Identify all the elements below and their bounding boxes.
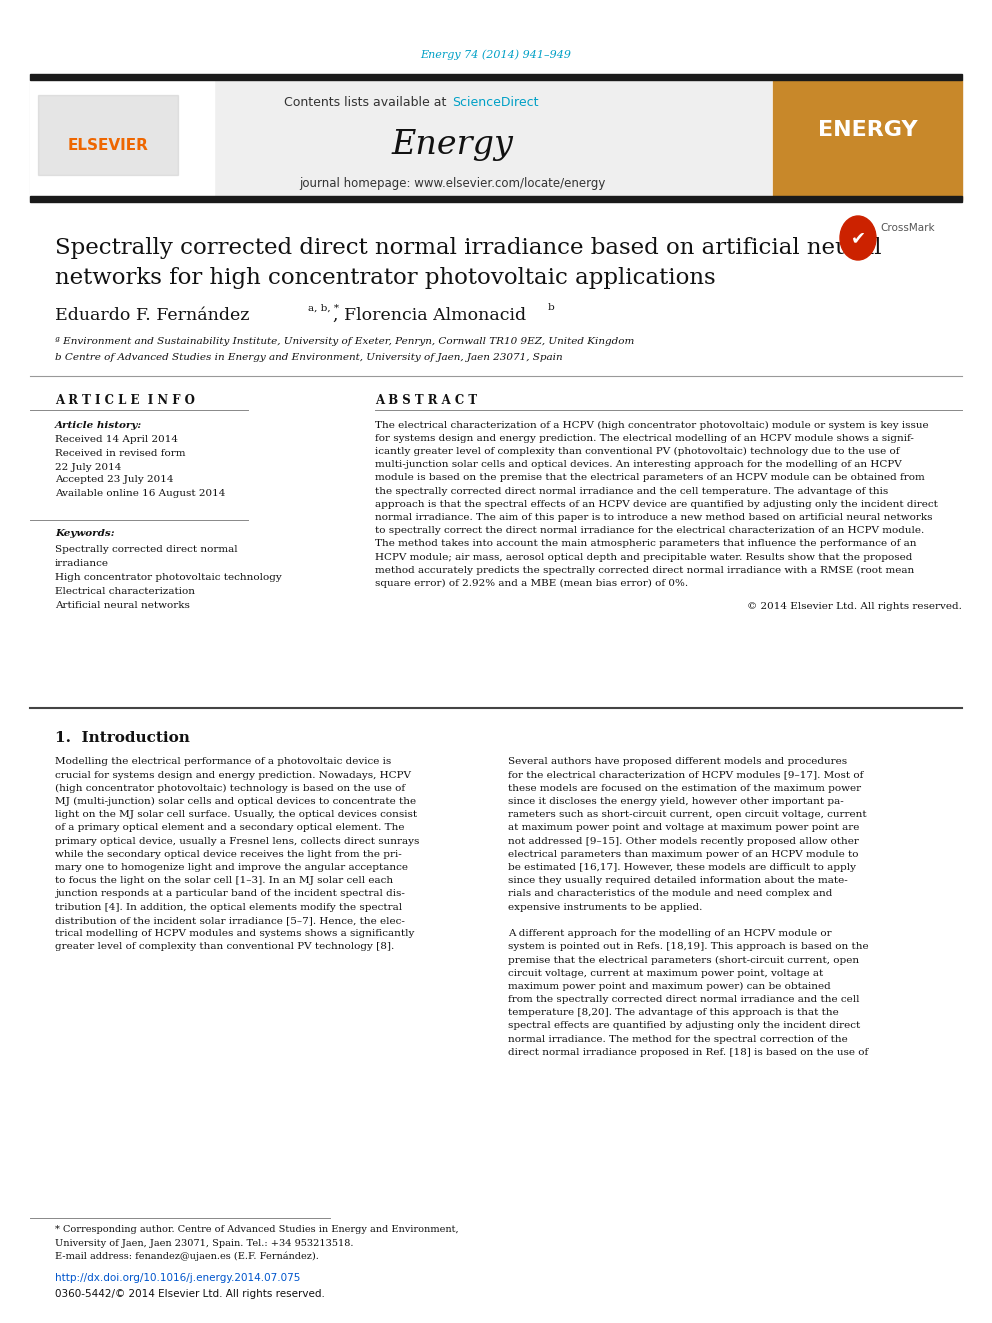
Text: normal irradiance. The aim of this paper is to introduce a new method based on a: normal irradiance. The aim of this paper… [375, 513, 932, 521]
Text: the spectrally corrected direct normal irradiance and the cell temperature. The : the spectrally corrected direct normal i… [375, 487, 888, 496]
Text: tribution [4]. In addition, the optical elements modify the spectral: tribution [4]. In addition, the optical … [55, 902, 402, 912]
Text: trical modelling of HCPV modules and systems shows a significantly: trical modelling of HCPV modules and sys… [55, 929, 415, 938]
Text: circuit voltage, current at maximum power point, voltage at: circuit voltage, current at maximum powe… [508, 968, 823, 978]
Text: electrical parameters than maximum power of an HCPV module to: electrical parameters than maximum power… [508, 849, 858, 859]
Ellipse shape [840, 216, 876, 261]
Text: from the spectrally corrected direct normal irradiance and the cell: from the spectrally corrected direct nor… [508, 995, 859, 1004]
Text: mary one to homogenize light and improve the angular acceptance: mary one to homogenize light and improve… [55, 863, 408, 872]
Text: CrossMark: CrossMark [880, 224, 934, 233]
Text: ✔: ✔ [850, 229, 866, 247]
Text: journal homepage: www.elsevier.com/locate/energy: journal homepage: www.elsevier.com/locat… [299, 176, 605, 189]
Text: approach is that the spectral effects of an HCPV device are quantified by adjust: approach is that the spectral effects of… [375, 500, 937, 509]
Text: expensive instruments to be applied.: expensive instruments to be applied. [508, 902, 702, 912]
Bar [38, 95, 178, 175]
Text: Artificial neural networks: Artificial neural networks [55, 601, 189, 610]
Text: direct normal irradiance proposed in Ref. [18] is based on the use of: direct normal irradiance proposed in Ref… [508, 1048, 868, 1057]
Text: A B S T R A C T: A B S T R A C T [375, 393, 477, 406]
Text: spectral effects are quantified by adjusting only the incident direct: spectral effects are quantified by adjus… [508, 1021, 860, 1031]
Text: MJ (multi-junction) solar cells and optical devices to concentrate the: MJ (multi-junction) solar cells and opti… [55, 796, 416, 806]
Text: distribution of the incident solar irradiance [5–7]. Hence, the elec-: distribution of the incident solar irrad… [55, 916, 405, 925]
Text: irradiance: irradiance [55, 558, 109, 568]
Text: © 2014 Elsevier Ltd. All rights reserved.: © 2014 Elsevier Ltd. All rights reserved… [747, 602, 962, 611]
Text: of a primary optical element and a secondary optical element. The: of a primary optical element and a secon… [55, 823, 405, 832]
Text: greater level of complexity than conventional PV technology [8].: greater level of complexity than convent… [55, 942, 394, 951]
Text: crucial for systems design and energy prediction. Nowadays, HCPV: crucial for systems design and energy pr… [55, 771, 411, 779]
Text: b Centre of Advanced Studies in Energy and Environment, University of Jaen, Jaen: b Centre of Advanced Studies in Energy a… [55, 353, 562, 363]
Text: The electrical characterization of a HCPV (high concentrator photovoltaic) modul: The electrical characterization of a HCP… [375, 421, 929, 430]
Text: to focus the light on the solar cell [1–3]. In an MJ solar cell each: to focus the light on the solar cell [1–… [55, 876, 393, 885]
Text: not addressed [9–15]. Other models recently proposed allow other: not addressed [9–15]. Other models recen… [508, 836, 859, 845]
Text: junction responds at a particular band of the incident spectral dis-: junction responds at a particular band o… [55, 889, 405, 898]
Text: , Florencia Almonacid: , Florencia Almonacid [333, 307, 526, 324]
Text: Spectrally corrected direct normal irradiance based on artificial neural: Spectrally corrected direct normal irrad… [55, 237, 882, 259]
Text: a, b, *: a, b, * [308, 303, 339, 312]
Text: module is based on the premise that the electrical parameters of an HCPV module : module is based on the premise that the … [375, 474, 925, 483]
Text: rials and characteristics of the module and need complex and: rials and characteristics of the module … [508, 889, 832, 898]
Text: Modelling the electrical performance of a photovoltaic device is: Modelling the electrical performance of … [55, 758, 391, 766]
Text: A R T I C L E  I N F O: A R T I C L E I N F O [55, 393, 194, 406]
Text: Electrical characterization: Electrical characterization [55, 586, 195, 595]
Text: for systems design and energy prediction. The electrical modelling of an HCPV mo: for systems design and energy prediction… [375, 434, 914, 443]
Text: for the electrical characterization of HCPV modules [9–17]. Most of: for the electrical characterization of H… [508, 771, 863, 779]
Text: Received in revised form: Received in revised form [55, 450, 186, 459]
Bar [30, 79, 771, 200]
Text: light on the MJ solar cell surface. Usually, the optical devices consist: light on the MJ solar cell surface. Usua… [55, 810, 417, 819]
Text: Several authors have proposed different models and procedures: Several authors have proposed different … [508, 758, 847, 766]
Text: primary optical device, usually a Fresnel lens, collects direct sunrays: primary optical device, usually a Fresne… [55, 836, 420, 845]
Text: while the secondary optical device receives the light from the pri-: while the secondary optical device recei… [55, 849, 402, 859]
Text: ScienceDirect: ScienceDirect [452, 97, 539, 110]
Text: High concentrator photovoltaic technology: High concentrator photovoltaic technolog… [55, 573, 282, 582]
Text: method accurately predicts the spectrally corrected direct normal irradiance wit: method accurately predicts the spectrall… [375, 566, 915, 574]
Text: rameters such as short-circuit current, open circuit voltage, current: rameters such as short-circuit current, … [508, 810, 867, 819]
Text: at maximum power point and voltage at maximum power point are: at maximum power point and voltage at ma… [508, 823, 859, 832]
Text: ELSEVIER: ELSEVIER [67, 138, 149, 152]
Text: square error) of 2.92% and a MBE (mean bias error) of 0%.: square error) of 2.92% and a MBE (mean b… [375, 579, 688, 587]
Text: 22 July 2014: 22 July 2014 [55, 463, 121, 471]
Text: networks for high concentrator photovoltaic applications: networks for high concentrator photovolt… [55, 267, 715, 288]
Bar [773, 79, 962, 200]
Text: normal irradiance. The method for the spectral correction of the: normal irradiance. The method for the sp… [508, 1035, 848, 1044]
Text: Received 14 April 2014: Received 14 April 2014 [55, 435, 178, 445]
Text: University of Jaen, Jaen 23071, Spain. Tel.: +34 953213518.: University of Jaen, Jaen 23071, Spain. T… [55, 1238, 353, 1248]
Text: http://dx.doi.org/10.1016/j.energy.2014.07.075: http://dx.doi.org/10.1016/j.energy.2014.… [55, 1273, 301, 1283]
Text: temperature [8,20]. The advantage of this approach is that the: temperature [8,20]. The advantage of thi… [508, 1008, 839, 1017]
Text: ENERGY: ENERGY [818, 120, 918, 140]
Text: multi-junction solar cells and optical devices. An interesting approach for the : multi-junction solar cells and optical d… [375, 460, 902, 470]
Text: maximum power point and maximum power) can be obtained: maximum power point and maximum power) c… [508, 982, 830, 991]
Bar [30, 196, 962, 202]
Text: b: b [548, 303, 555, 312]
Text: Energy 74 (2014) 941–949: Energy 74 (2014) 941–949 [421, 50, 571, 61]
Text: Keywords:: Keywords: [55, 529, 115, 538]
Text: HCPV module; air mass, aerosol optical depth and precipitable water. Results sho: HCPV module; air mass, aerosol optical d… [375, 553, 913, 561]
Text: ª Environment and Sustainability Institute, University of Exeter, Penryn, Cornwa: ª Environment and Sustainability Institu… [55, 337, 634, 347]
Text: Article history:: Article history: [55, 421, 142, 430]
Text: Accepted 23 July 2014: Accepted 23 July 2014 [55, 475, 174, 484]
Text: Available online 16 August 2014: Available online 16 August 2014 [55, 488, 225, 497]
Text: 1.  Introduction: 1. Introduction [55, 732, 189, 745]
Text: icantly greater level of complexity than conventional PV (photovoltaic) technolo: icantly greater level of complexity than… [375, 447, 900, 456]
Text: premise that the electrical parameters (short-circuit current, open: premise that the electrical parameters (… [508, 955, 859, 964]
Text: Eduardo F. Fernández: Eduardo F. Fernández [55, 307, 249, 324]
Text: The method takes into account the main atmospheric parameters that influence the: The method takes into account the main a… [375, 540, 917, 548]
Text: E-mail address: fenandez@ujaen.es (E.F. Fernández).: E-mail address: fenandez@ujaen.es (E.F. … [55, 1252, 318, 1261]
Text: Energy: Energy [391, 130, 513, 161]
Text: * Corresponding author. Centre of Advanced Studies in Energy and Environment,: * Corresponding author. Centre of Advanc… [55, 1225, 458, 1234]
Text: system is pointed out in Refs. [18,19]. This approach is based on the: system is pointed out in Refs. [18,19]. … [508, 942, 869, 951]
Text: (high concentrator photovoltaic) technology is based on the use of: (high concentrator photovoltaic) technol… [55, 783, 405, 792]
Text: to spectrally correct the direct normal irradiance for the electrical characteri: to spectrally correct the direct normal … [375, 527, 925, 534]
Text: Spectrally corrected direct normal: Spectrally corrected direct normal [55, 545, 238, 553]
Text: 0360-5442/© 2014 Elsevier Ltd. All rights reserved.: 0360-5442/© 2014 Elsevier Ltd. All right… [55, 1289, 324, 1299]
Bar [30, 79, 214, 200]
Text: since it discloses the energy yield, however other important pa-: since it discloses the energy yield, how… [508, 796, 844, 806]
Bar [30, 74, 962, 79]
Text: Contents lists available at: Contents lists available at [284, 97, 450, 110]
Text: these models are focused on the estimation of the maximum power: these models are focused on the estimati… [508, 785, 861, 792]
Text: since they usually required detailed information about the mate-: since they usually required detailed inf… [508, 876, 848, 885]
Text: be estimated [16,17]. However, these models are difficult to apply: be estimated [16,17]. However, these mod… [508, 863, 856, 872]
Text: A different approach for the modelling of an HCPV module or: A different approach for the modelling o… [508, 929, 831, 938]
